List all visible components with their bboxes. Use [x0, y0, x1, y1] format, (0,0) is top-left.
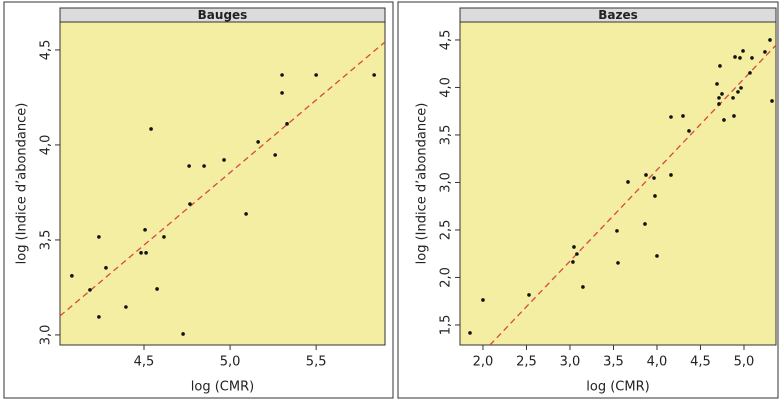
data-point	[733, 55, 737, 59]
y-tick-label: 2,0	[439, 267, 454, 288]
plot-area	[59, 21, 386, 346]
data-point	[139, 251, 143, 255]
title-strip	[459, 7, 777, 23]
data-point	[481, 298, 485, 302]
data-point	[222, 158, 226, 162]
data-point	[715, 82, 719, 86]
panel-title: Bazes	[598, 8, 638, 22]
y-tick-label: 3,5	[39, 230, 54, 251]
data-point	[124, 305, 128, 309]
data-point	[763, 50, 767, 54]
y-tick-label: 4,0	[39, 135, 54, 156]
data-point	[616, 261, 620, 265]
data-point	[652, 176, 656, 180]
x-axis-label: log (CMR)	[191, 380, 254, 395]
x-tick-label: 5,0	[220, 355, 241, 370]
data-point	[202, 164, 206, 168]
data-point	[741, 49, 745, 53]
data-point	[468, 331, 472, 335]
title-strip	[59, 7, 386, 23]
data-point	[626, 180, 630, 184]
y-tick-label: 3,5	[439, 125, 454, 146]
y-tick-label: 3,0	[439, 172, 454, 193]
data-point	[572, 245, 576, 249]
data-point	[722, 118, 726, 122]
data-point	[770, 99, 774, 103]
x-tick-label: 5,0	[734, 355, 755, 370]
data-point	[732, 114, 736, 118]
data-point	[88, 288, 92, 292]
data-point	[97, 315, 101, 319]
data-point	[581, 285, 585, 289]
x-tick-label: 3,5	[603, 355, 624, 370]
data-point	[280, 73, 284, 77]
data-point	[314, 73, 318, 77]
data-point	[720, 92, 724, 96]
data-point	[687, 129, 691, 133]
data-point	[256, 140, 260, 144]
data-point	[187, 164, 191, 168]
regression-line	[489, 44, 777, 346]
data-point	[653, 194, 657, 198]
data-point	[750, 56, 754, 60]
data-point	[70, 274, 74, 278]
y-tick-label: 4,0	[439, 77, 454, 98]
x-axis-label: log (CMR)	[586, 380, 649, 395]
x-tick-label: 4,0	[647, 355, 668, 370]
x-tick-label: 3,0	[560, 355, 581, 370]
data-point	[717, 102, 721, 106]
data-point	[739, 86, 743, 90]
data-point	[244, 212, 248, 216]
regression-line	[59, 41, 386, 317]
data-point	[149, 127, 153, 131]
data-point	[669, 173, 673, 177]
data-point	[575, 252, 579, 256]
x-tick-label: 4,5	[134, 355, 155, 370]
data-point	[731, 96, 735, 100]
plot-area	[459, 21, 777, 346]
x-tick-label: 2,0	[473, 355, 494, 370]
data-point	[97, 235, 101, 239]
data-point	[104, 266, 108, 270]
data-point	[669, 115, 673, 119]
y-tick-label: 1,5	[439, 315, 454, 336]
data-point	[717, 96, 721, 100]
data-point	[162, 235, 166, 239]
data-point	[273, 153, 277, 157]
data-point	[155, 287, 159, 291]
data-point	[143, 228, 147, 232]
x-tick-label: 5,5	[306, 355, 327, 370]
y-tick-label: 4,5	[39, 40, 54, 61]
data-point	[748, 71, 752, 75]
data-point	[644, 173, 648, 177]
data-point	[738, 56, 742, 60]
data-point	[718, 64, 722, 68]
data-point	[181, 332, 185, 336]
data-point	[285, 122, 289, 126]
y-axis-label: log (Indice d’abondance)	[415, 103, 430, 265]
panel-title: Bauges	[198, 8, 248, 22]
y-tick-label: 3,0	[39, 325, 54, 346]
data-point	[736, 90, 740, 94]
data-point	[768, 38, 772, 42]
data-point	[527, 293, 531, 297]
y-axis-label: log (Indice d’abondance)	[15, 103, 30, 265]
y-tick-label: 4,5	[439, 30, 454, 51]
y-tick-label: 2,5	[439, 220, 454, 241]
data-point	[681, 114, 685, 118]
data-point	[372, 73, 376, 77]
data-point	[643, 222, 647, 226]
x-tick-label: 2,5	[516, 355, 537, 370]
data-point	[144, 251, 148, 255]
x-tick-label: 4,5	[690, 355, 711, 370]
data-point	[280, 91, 284, 95]
data-point	[188, 202, 192, 206]
data-point	[615, 229, 619, 233]
data-point	[571, 260, 575, 264]
data-point	[655, 254, 659, 258]
